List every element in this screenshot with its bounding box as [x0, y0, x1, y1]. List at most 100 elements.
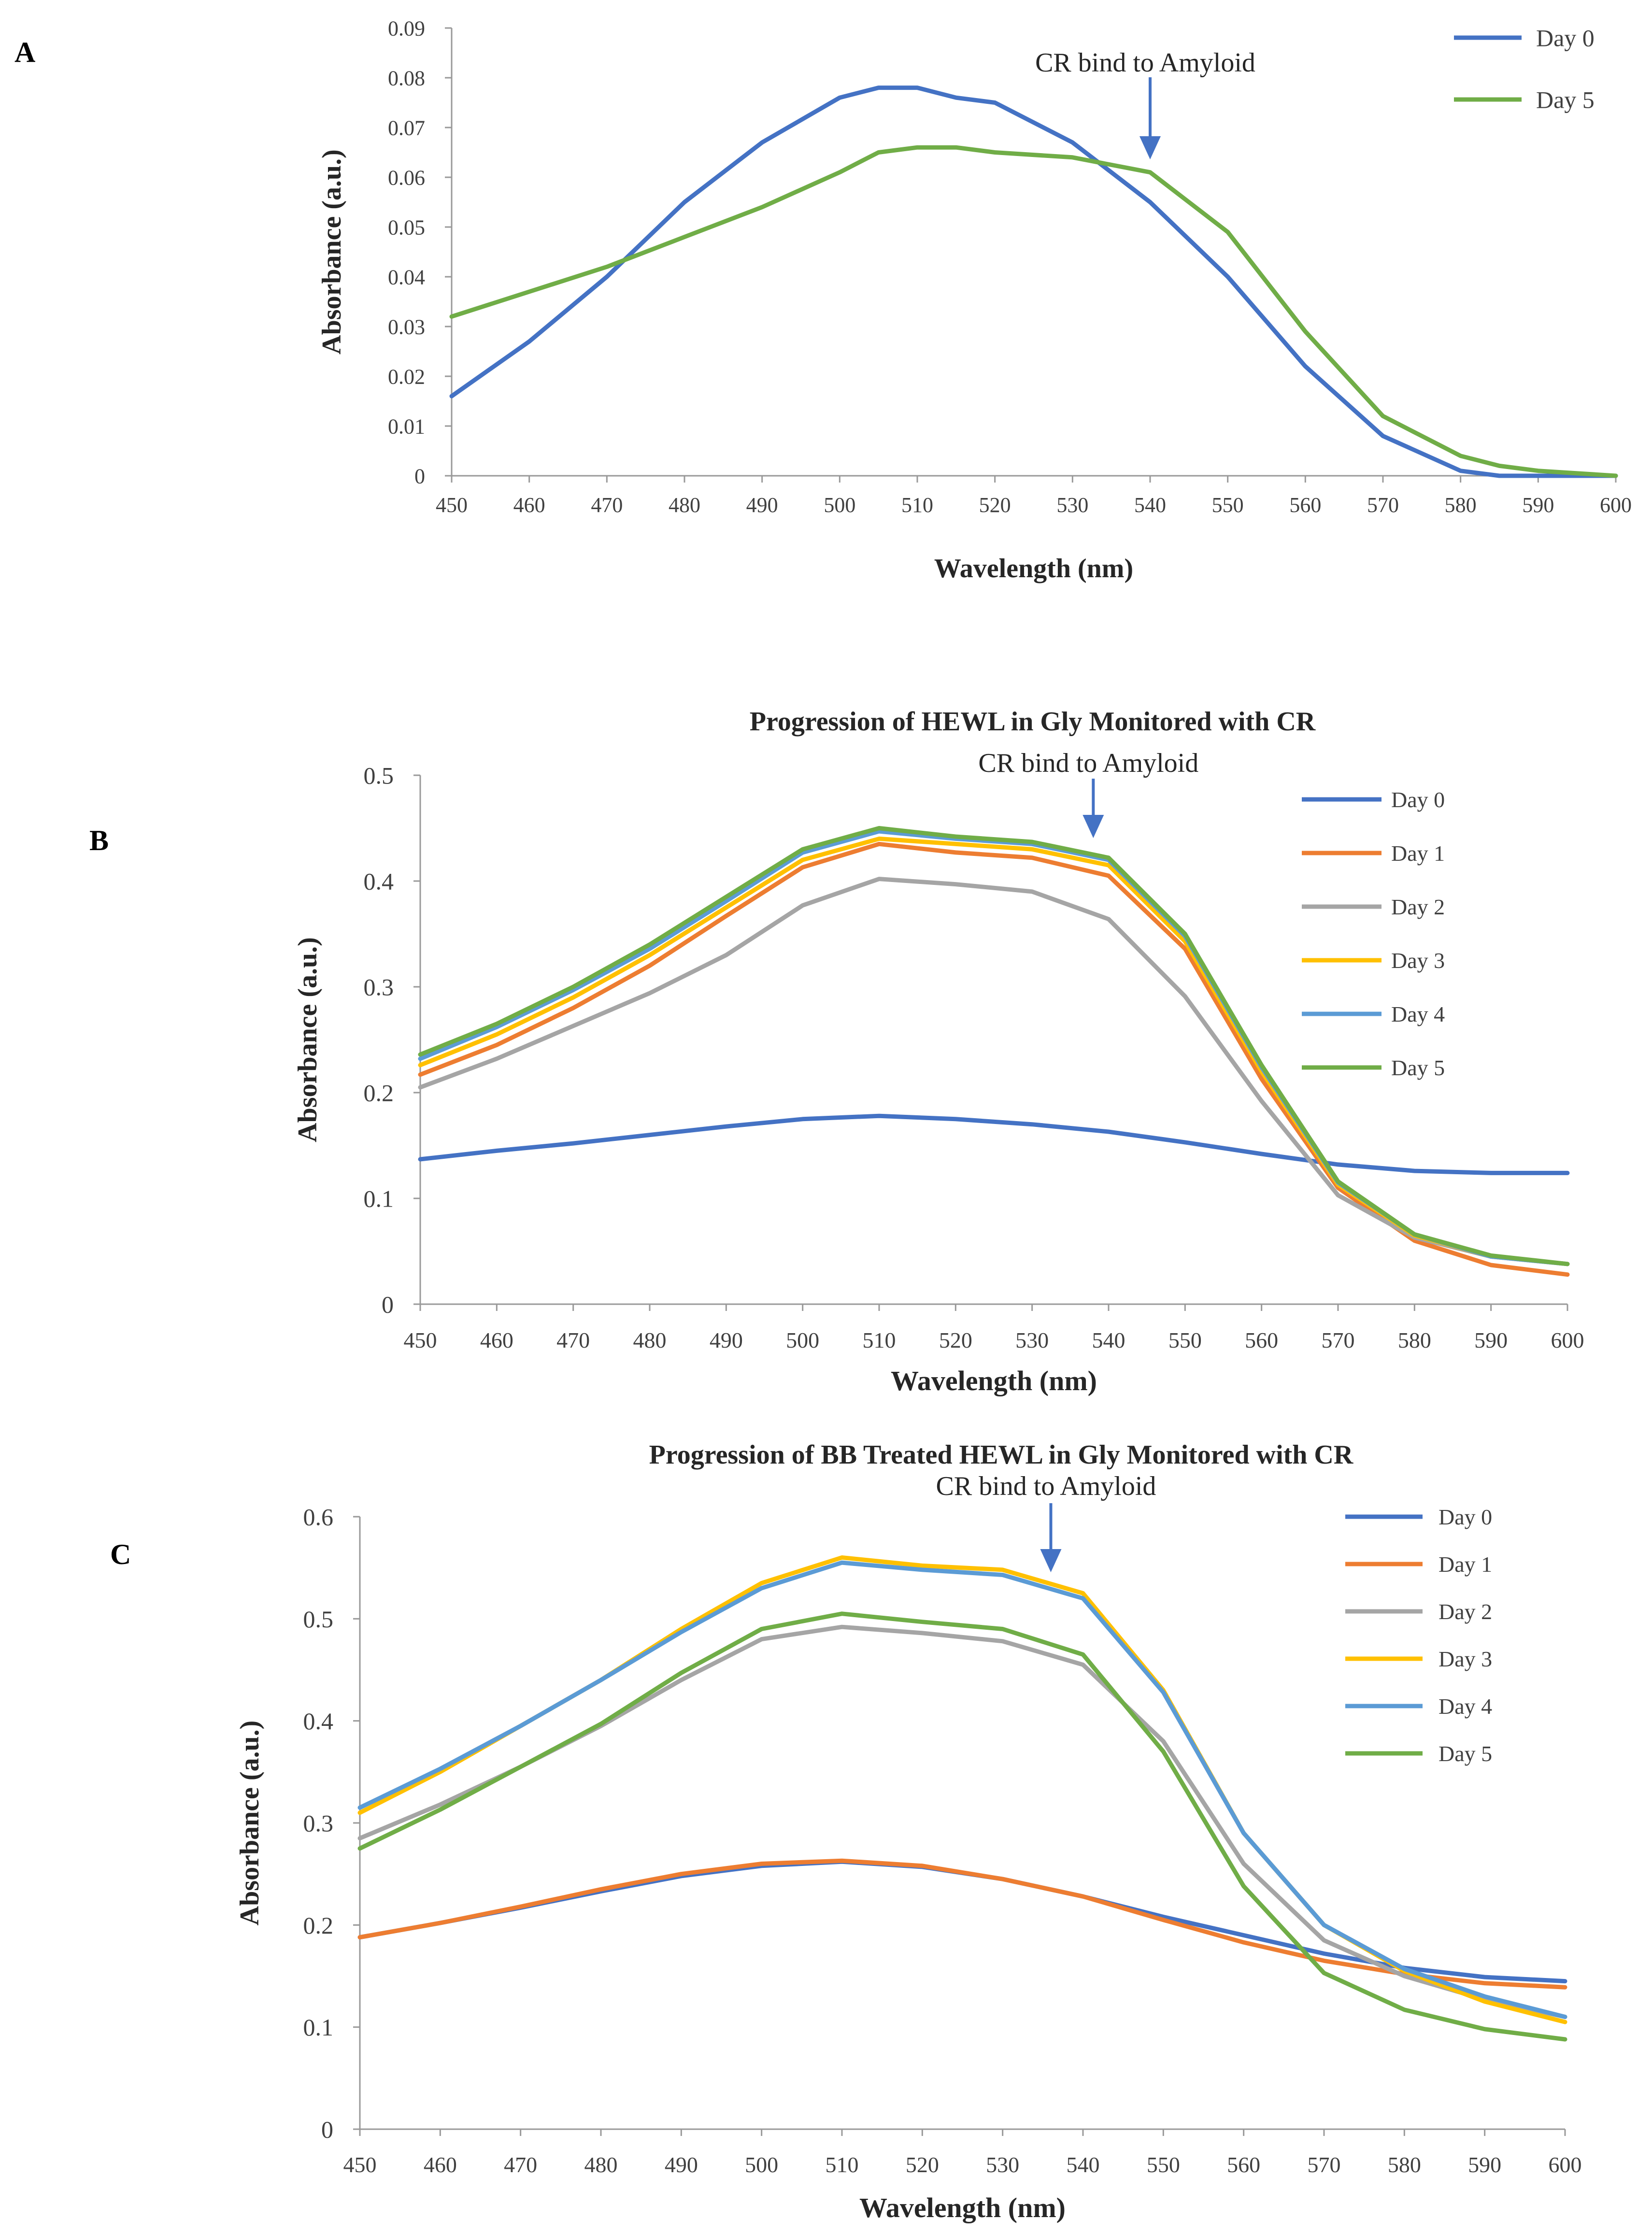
series-line-day-0	[418, 1113, 1570, 1175]
y-tick-label: 0.02	[388, 365, 425, 388]
chart-title: Progression of BB Treated HEWL in Gly Mo…	[649, 1440, 1353, 1470]
x-tick-label: 600	[1551, 1328, 1584, 1352]
panel-label: B	[89, 825, 109, 856]
x-tick-label: 520	[906, 2152, 939, 2177]
y-axis-label: Absorbance (a.u.)	[235, 1721, 265, 1926]
x-tick-label: 570	[1367, 493, 1399, 517]
x-tick-label: 460	[513, 493, 545, 517]
x-tick-label: 550	[1212, 493, 1244, 517]
x-axis-label: Wavelength (nm)	[891, 1365, 1097, 1396]
y-tick-label: 0.1	[303, 2014, 334, 2041]
x-tick-label: 510	[901, 493, 933, 517]
x-tick-label: 560	[1245, 1328, 1278, 1352]
series-line-day-0	[449, 85, 1618, 478]
x-tick-label: 540	[1067, 2152, 1100, 2177]
legend-label: Day 0	[1438, 1505, 1492, 1529]
x-tick-label: 500	[745, 2152, 778, 2177]
y-tick-label: 0.4	[364, 868, 394, 895]
panel-c-chart: C 0 0.1 0.2 0.3 0.4 0.5 0.6 450 460 470 480 490 500 51…	[110, 1440, 1582, 2223]
x-tick-label: 580	[1398, 1328, 1431, 1352]
series-line-day-5	[449, 145, 1618, 478]
series-line-day-4	[357, 1560, 1567, 2019]
x-tick-label: 550	[1168, 1328, 1202, 1352]
legend-label: Day 1	[1391, 841, 1445, 866]
y-tick-label: 0.3	[303, 1810, 334, 1837]
panel-a-chart: A 0 0.01 0.02 0.03 0.04 0.05 0.06 0.07 0.08 0.09 45…	[14, 16, 1632, 583]
y-axis-label: Absorbance (a.u.)	[293, 937, 323, 1142]
x-axis-label: Wavelength (nm)	[934, 554, 1133, 583]
x-tick-label: 550	[1147, 2152, 1180, 2177]
x-tick-label: 450	[343, 2152, 377, 2177]
x-tick-label: 500	[786, 1328, 819, 1352]
y-tick-label: 0.01	[388, 414, 425, 438]
x-tick-label: 540	[1134, 493, 1166, 517]
y-tick-label: 0.1	[364, 1185, 394, 1212]
legend-label: Day 5	[1438, 1741, 1492, 1766]
x-tick-label: 600	[1600, 493, 1632, 517]
x-tick-label: 570	[1322, 1328, 1355, 1352]
x-tick-label: 480	[633, 1328, 667, 1352]
y-tick-label: 0.5	[364, 762, 394, 789]
y-tick-label: 0.06	[388, 166, 425, 189]
legend-label: Day 2	[1391, 895, 1445, 919]
y-tick-label: 0	[382, 1291, 394, 1318]
y-tick-label: 0.07	[388, 116, 425, 140]
annotation-label: CR bind to Amyloid	[1035, 48, 1255, 78]
y-tick-label: 0.2	[364, 1080, 394, 1107]
y-axis-label: Absorbance (a.u.)	[317, 149, 347, 355]
y-tick-label: 0	[414, 464, 425, 488]
annotation-arrow-head	[1040, 1549, 1062, 1572]
x-tick-label: 560	[1227, 2152, 1260, 2177]
legend-label: Day 5	[1536, 86, 1595, 114]
x-tick-label: 450	[404, 1328, 437, 1352]
annotation-arrow-head	[1082, 815, 1104, 838]
y-tick-label: 0.08	[388, 66, 425, 90]
series-line-day-5	[418, 826, 1570, 1266]
x-tick-label: 540	[1092, 1328, 1125, 1352]
x-tick-label: 450	[436, 493, 468, 517]
panel-label: C	[110, 1538, 131, 1570]
x-tick-label: 580	[1388, 2152, 1421, 2177]
x-tick-label: 590	[1522, 493, 1554, 517]
y-tick-label: 0	[321, 2116, 333, 2143]
legend-label: Day 2	[1438, 1599, 1492, 1624]
x-tick-label: 500	[824, 493, 855, 517]
chart-title: Progression of HEWL in Gly Monitored wit…	[750, 707, 1316, 737]
x-tick-label: 490	[710, 1328, 743, 1352]
x-tick-label: 520	[979, 493, 1011, 517]
x-tick-label: 460	[424, 2152, 457, 2177]
x-tick-label: 530	[1015, 1328, 1049, 1352]
legend-label: Day 0	[1391, 787, 1445, 812]
x-tick-label: 480	[669, 493, 700, 517]
panel-b-chart: B 0 0.1 0.2 0.3 0.4 0.5 450 460 470 480 490 500 510 52…	[89, 707, 1584, 1396]
legend-label: Day 0	[1536, 25, 1595, 52]
x-axis-label: Wavelength (nm)	[859, 2192, 1066, 2223]
x-tick-label: 520	[939, 1328, 972, 1352]
x-tick-label: 510	[826, 2152, 859, 2177]
x-tick-label: 590	[1468, 2152, 1501, 2177]
x-tick-label: 590	[1474, 1328, 1508, 1352]
x-tick-label: 580	[1445, 493, 1477, 517]
series-line-day-2	[418, 877, 1570, 1266]
y-tick-label: 0.6	[303, 1504, 334, 1531]
x-tick-label: 470	[591, 493, 623, 517]
x-tick-label: 510	[863, 1328, 896, 1352]
y-tick-label: 0.5	[303, 1606, 334, 1633]
x-tick-label: 460	[480, 1328, 513, 1352]
y-tick-label: 0.4	[303, 1708, 334, 1735]
legend-label: Day 3	[1438, 1647, 1492, 1671]
legend-label: Day 3	[1391, 948, 1445, 973]
panel-label: A	[14, 36, 35, 68]
annotation-label: CR bind to Amyloid	[936, 1471, 1156, 1501]
annotation-label: CR bind to Amyloid	[978, 748, 1198, 778]
series-line-day-1	[357, 1858, 1567, 1990]
x-tick-label: 570	[1308, 2152, 1341, 2177]
y-tick-label: 0.3	[364, 974, 394, 1001]
x-tick-label: 480	[584, 2152, 618, 2177]
y-tick-label: 0.2	[303, 1912, 334, 1939]
y-tick-label: 0.04	[388, 265, 425, 289]
x-tick-label: 560	[1289, 493, 1321, 517]
x-tick-label: 490	[746, 493, 778, 517]
y-tick-label: 0.03	[388, 315, 425, 339]
